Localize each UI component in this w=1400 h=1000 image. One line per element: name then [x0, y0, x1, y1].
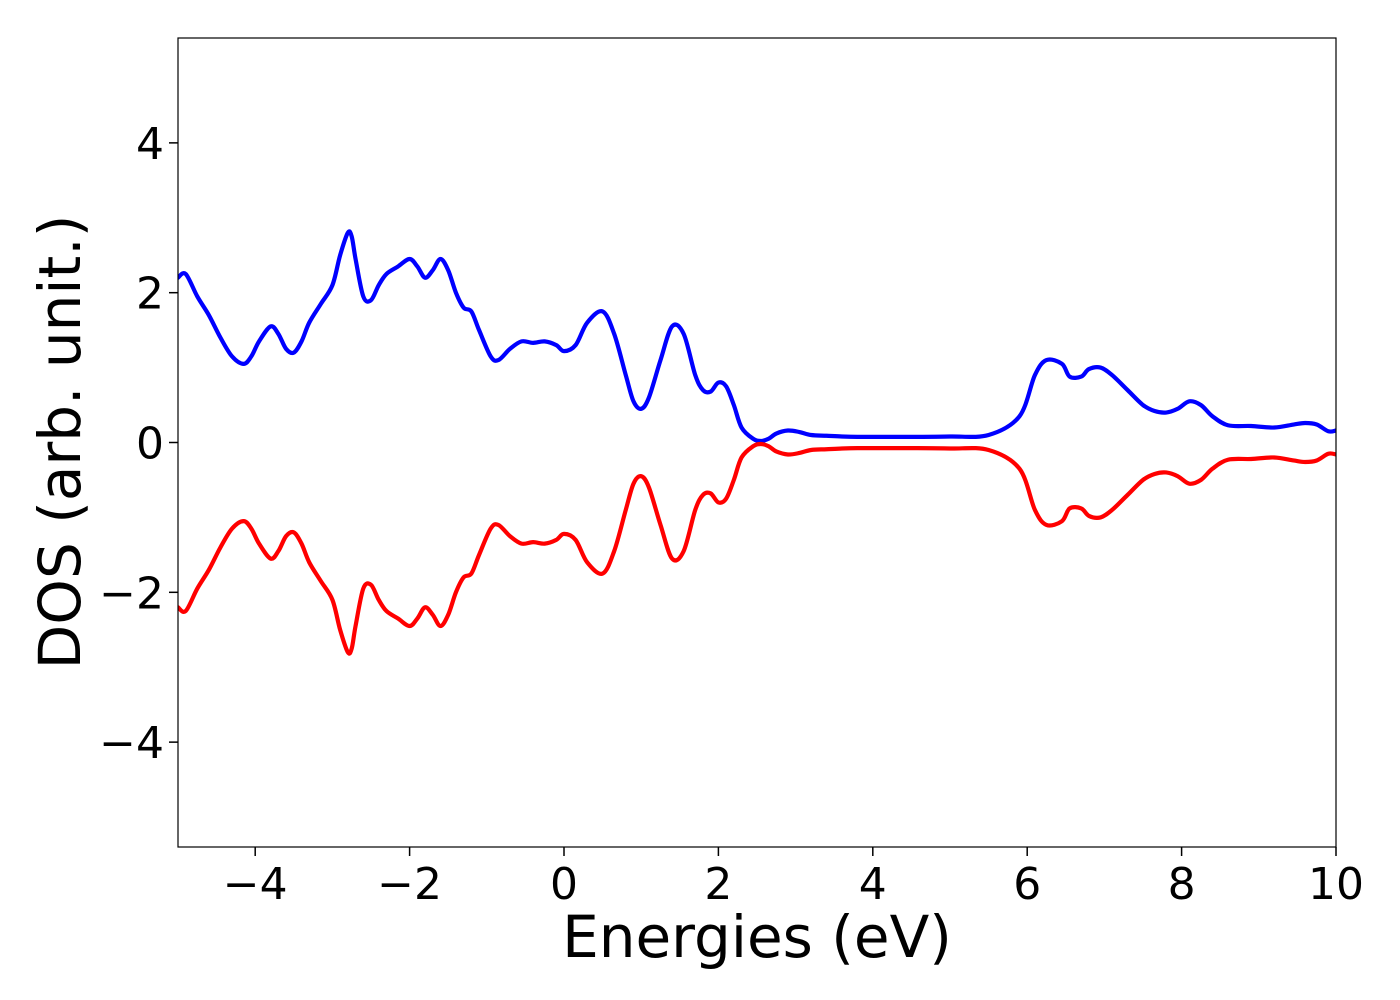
- y-tick-label: 2: [136, 269, 164, 320]
- x-tick-label: 2: [704, 859, 732, 910]
- y-axis: −4 −2 0 2 4: [99, 119, 178, 769]
- x-tick-label: −4: [223, 859, 288, 910]
- y-tick-label: −2: [99, 568, 164, 619]
- y-axis-title: DOS (arb. unit.): [26, 215, 94, 670]
- y-tick-label: 0: [136, 419, 164, 470]
- x-tick-label: 6: [1013, 859, 1041, 910]
- series-line-1: [178, 229, 1336, 444]
- x-tick-label: −2: [377, 859, 442, 910]
- series-layer: [178, 229, 1336, 656]
- y-tick-label: 4: [136, 119, 164, 170]
- x-axis-title: Energies (eV): [562, 903, 952, 971]
- x-tick-label: 8: [1168, 859, 1196, 910]
- series-line-2: [178, 441, 1336, 656]
- y-tick-label: −4: [99, 718, 164, 769]
- x-axis: −4 −2 0 2 4 6 8 10: [223, 847, 1364, 910]
- x-tick-label: 0: [550, 859, 578, 910]
- x-tick-label: 4: [859, 859, 887, 910]
- x-tick-label: 10: [1308, 859, 1364, 910]
